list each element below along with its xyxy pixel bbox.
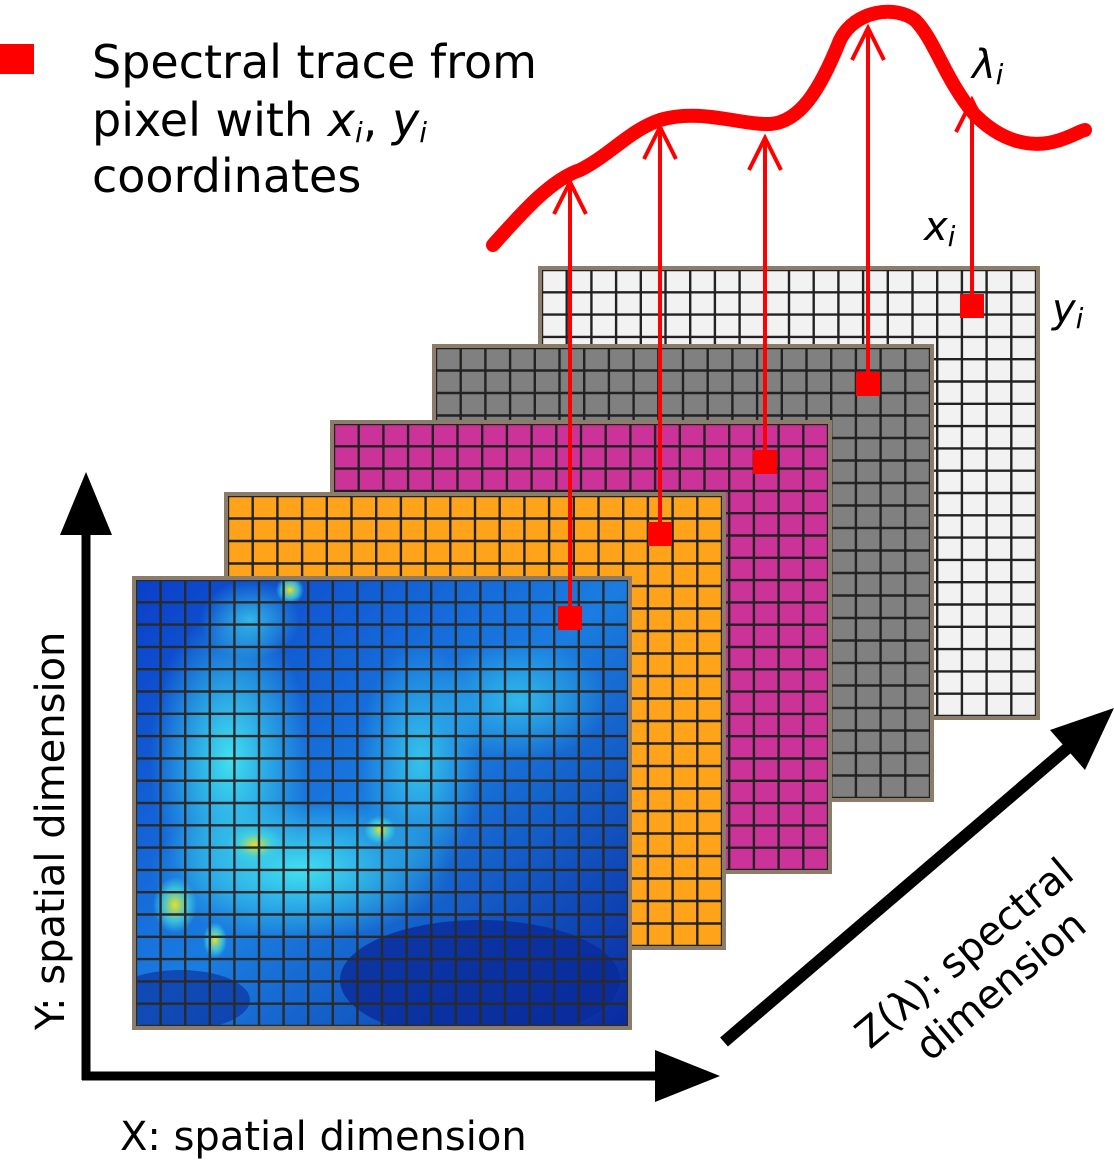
- pixel-marker: [558, 606, 582, 630]
- legend-line-2: pixel with xi, yi: [92, 93, 427, 149]
- lambda-i-label: λi: [970, 42, 1004, 91]
- layer-image-band: [132, 576, 632, 1030]
- y-axis: [60, 472, 112, 1080]
- x-axis-label: X: spatial dimension: [120, 1114, 527, 1160]
- y-axis-label: Y: spatial dimension: [28, 632, 74, 1031]
- spectral-arrow-head: [747, 133, 783, 171]
- legend-line-1: Spectral trace from: [92, 35, 537, 89]
- x-i-label: xi: [922, 204, 956, 253]
- pixel-marker: [960, 294, 984, 318]
- legend-line-3: coordinates: [92, 149, 361, 203]
- pixel-marker: [648, 522, 672, 546]
- pixel-marker: [856, 372, 880, 396]
- y-i-label: yi: [1051, 286, 1084, 335]
- spectral-arrow-head: [850, 23, 886, 61]
- pixel-markers: [558, 294, 984, 630]
- pixel-marker: [753, 450, 777, 474]
- z-axis: [720, 708, 1114, 1047]
- legend-marker: [0, 44, 34, 74]
- x-axis: [82, 1050, 720, 1102]
- spectral-trace-curve: [486, 4, 1092, 252]
